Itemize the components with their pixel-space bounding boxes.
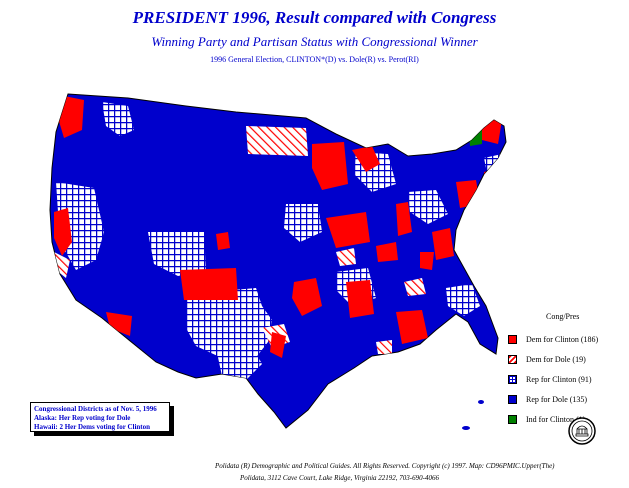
dem-for-clinton-region (484, 168, 504, 192)
rep-for-clinton-region (484, 154, 504, 178)
note-line: Congressional Districts as of Nov. 5, 19… (34, 405, 157, 413)
dem-for-clinton-region (396, 310, 428, 344)
rep-for-dole-swatch (508, 394, 517, 404)
dem-for-dole-region (336, 248, 356, 266)
note-box: Congressional Districts as of Nov. 5, 19… (30, 402, 170, 432)
legend-item-dem-for-clinton: Dem for Clinton (186) (508, 329, 628, 349)
note-line: Hawaii: 2 Her Dems voting for Clinton (34, 423, 151, 431)
election-description: 1996 General Election, CLINTON*(D) vs. D… (210, 55, 419, 64)
polidata-seal-icon (568, 417, 596, 445)
dem-for-clinton-region (376, 242, 398, 262)
dem-for-clinton-region (106, 312, 132, 336)
dem-for-clinton-region (326, 212, 370, 248)
rep-for-clinton-region (408, 190, 448, 224)
rep-for-clinton-swatch (508, 374, 517, 384)
legend-item-rep-for-clinton: Rep for Clinton (91) (508, 369, 628, 389)
legend-label: Dem for Dole (19) (526, 354, 586, 364)
dem-for-dole-region (404, 278, 426, 296)
island (478, 400, 484, 404)
dem-for-clinton-region (54, 208, 72, 256)
dem-for-clinton-region (396, 202, 412, 236)
rep-for-clinton-region (446, 284, 480, 316)
dem-for-dole-region (468, 260, 488, 278)
legend-label: Rep for Dole (135) (526, 394, 588, 404)
dem-for-clinton-region (312, 142, 348, 190)
legend-item-rep-for-dole: Rep for Dole (135) (508, 389, 628, 409)
dem-for-clinton-region (58, 96, 84, 138)
dem-for-dole-region (246, 126, 308, 156)
us-congressional-district-map (49, 93, 507, 430)
map-subtitle: Winning Party and Partisan Status with C… (151, 34, 478, 49)
legend: Cong/Pres Dem for Clinton (186) Dem for … (508, 312, 628, 429)
dem-for-dole-region (376, 340, 392, 354)
dem-for-clinton-region (420, 252, 434, 270)
rep-for-clinton-region (216, 342, 262, 382)
ind-for-clinton-region (468, 116, 482, 146)
legend-label: Dem for Clinton (186) (526, 334, 599, 344)
dem-for-clinton-swatch (508, 334, 517, 344)
footer-copyright: Polidata (R) Demographic and Political G… (215, 462, 555, 470)
note-line: Alaska: Her Rep voting for Dole (34, 414, 131, 422)
legend-item-dem-for-dole: Dem for Dole (19) (508, 349, 628, 369)
rep-for-clinton-region (148, 232, 206, 276)
dem-for-dole-swatch (508, 354, 517, 364)
rep-for-clinton-region (56, 182, 104, 270)
dem-for-clinton-region (292, 278, 322, 316)
ind-for-clinton-swatch (508, 414, 517, 424)
rep-for-clinton-region (102, 102, 134, 136)
rep-for-clinton-region (284, 204, 322, 242)
island (462, 426, 470, 430)
dem-for-clinton-region (352, 146, 380, 172)
legend-item-ind-for-clinton: Ind for Clinton (1) (508, 409, 628, 429)
legend-label: Rep for Clinton (91) (526, 374, 592, 384)
dem-for-clinton-region (270, 332, 286, 358)
dem-for-clinton-region (432, 228, 454, 260)
footer-address: Polidata, 3112 Cave Court, Lake Ridge, V… (240, 474, 439, 482)
legend-label: Ind for Clinton (1) (526, 414, 586, 424)
dem-for-clinton-region (346, 280, 374, 318)
dem-for-clinton-region (216, 232, 230, 250)
map-title: PRESIDENT 1996, Result compared with Con… (132, 8, 497, 27)
legend-title: Cong/Pres (546, 312, 580, 321)
dem-for-clinton-region (180, 268, 238, 300)
